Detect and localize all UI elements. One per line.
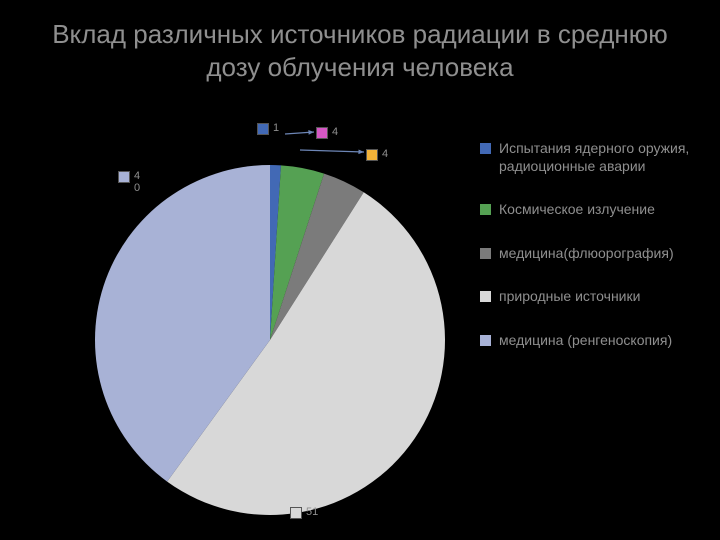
legend-item-natural: природные источники <box>480 288 690 306</box>
callout-natural: 51 <box>290 506 318 519</box>
callout-marker-icon <box>257 123 269 135</box>
callout-marker-icon <box>118 171 130 183</box>
callout-arrow-icon <box>285 132 314 134</box>
legend-swatch-icon <box>480 204 491 215</box>
legend-item-cosmic: Космическое излучение <box>480 201 690 219</box>
legend-label: Космическое излучение <box>499 201 655 219</box>
legend-swatch-icon <box>480 291 491 302</box>
callout-label: 40 <box>134 170 140 194</box>
callout-label: 51 <box>306 506 318 518</box>
legend-label: медицина(флюорография) <box>499 245 674 263</box>
callout-marker-icon <box>290 507 302 519</box>
callout-roentgen: 40 <box>118 170 140 194</box>
chart-area: 1444051 <box>90 140 450 500</box>
callout-label: 1 <box>273 122 279 134</box>
callout-marker-icon <box>316 127 328 139</box>
legend-label: медицина (ренгеноскопия) <box>499 332 672 350</box>
legend-swatch-icon <box>480 248 491 259</box>
legend-label: Испытания ядерного оружия, радиоционные … <box>499 140 690 175</box>
legend-item-nuclear_tests: Испытания ядерного оружия, радиоционные … <box>480 140 690 175</box>
callout-label: 4 <box>332 126 338 138</box>
callout-nuclear_tests: 1 <box>257 122 279 135</box>
legend-item-fluorography: медицина(флюорография) <box>480 245 690 263</box>
callout-cosmic: 4 <box>316 126 338 139</box>
callout-marker-icon <box>366 149 378 161</box>
legend-swatch-icon <box>480 335 491 346</box>
callout-arrow-icon <box>300 150 364 152</box>
callout-arrowhead-icon <box>358 149 364 154</box>
pie-chart <box>90 160 450 520</box>
chart-title: Вклад различных источников радиации в ср… <box>0 0 720 83</box>
callout-label: 4 <box>382 148 388 160</box>
slide: Вклад различных источников радиации в ср… <box>0 0 720 540</box>
legend: Испытания ядерного оружия, радиоционные … <box>480 140 690 375</box>
callout-fluorography: 4 <box>366 148 388 161</box>
callout-arrowhead-icon <box>308 130 314 135</box>
legend-label: природные источники <box>499 288 640 306</box>
legend-item-roentgen: медицина (ренгеноскопия) <box>480 332 690 350</box>
legend-swatch-icon <box>480 143 491 154</box>
